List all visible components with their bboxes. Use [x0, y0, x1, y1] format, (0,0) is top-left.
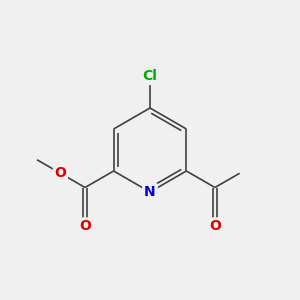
Text: O: O	[54, 166, 66, 180]
Text: Cl: Cl	[142, 70, 158, 83]
Text: O: O	[79, 219, 91, 233]
Text: O: O	[209, 219, 221, 233]
Text: N: N	[144, 185, 156, 199]
